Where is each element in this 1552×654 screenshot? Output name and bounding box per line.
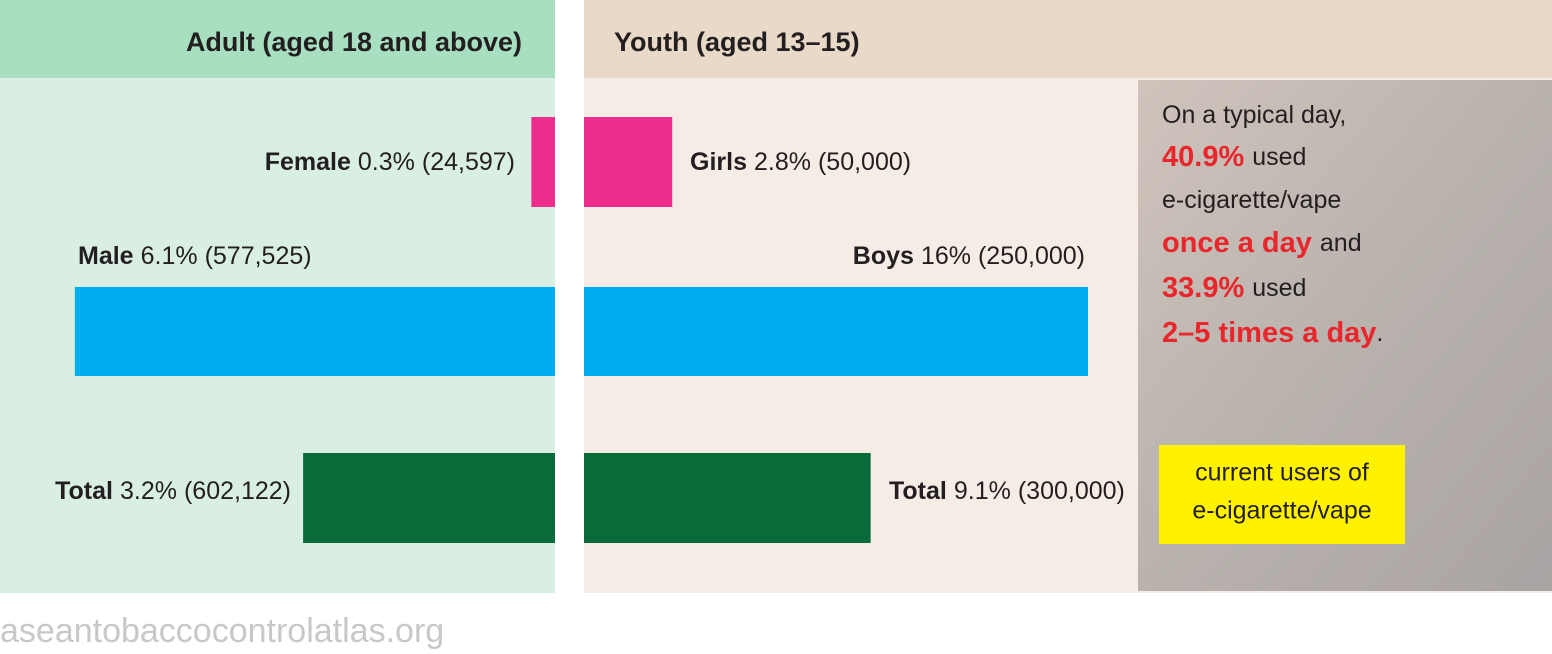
footer: aseantobaccocontrolatlas.org <box>0 612 444 650</box>
count-label: (24,597) <box>422 148 515 176</box>
category-label: Female <box>265 148 351 176</box>
bar-label: Girls 2.8% (50,000) <box>690 148 911 176</box>
count-label: (577,525) <box>205 242 312 270</box>
category-label: Boys <box>853 242 914 270</box>
bar <box>584 453 871 543</box>
callout-highlight: 40.9% <box>1162 141 1244 173</box>
legend-box <box>1159 445 1405 544</box>
value-label: 3.2% <box>120 477 177 505</box>
panel-title: Adult (aged 18 and above) <box>186 27 522 57</box>
youth-header <box>584 0 1552 78</box>
bar-label: Female 0.3% (24,597) <box>265 148 515 176</box>
panel-title: Youth (aged 13–15) <box>614 27 860 57</box>
value-label: 9.1% <box>954 477 1011 505</box>
count-label: (602,122) <box>184 477 291 505</box>
bar-label: Total 3.2% (602,122) <box>55 477 291 505</box>
count-label: (50,000) <box>818 148 911 176</box>
value-label: 6.1% <box>141 242 198 270</box>
category-label: Total <box>889 477 947 505</box>
bar-label: Male 6.1% (577,525) <box>78 242 312 270</box>
callout-line: used <box>1252 274 1306 302</box>
legend-text: current users of <box>1195 459 1369 487</box>
value-label: 0.3% <box>358 148 415 176</box>
callout-text: On a typical day, 40.9% used e-cigarette/… <box>1162 101 1383 349</box>
category-label: Girls <box>690 148 747 176</box>
value-label: 16% <box>921 242 971 270</box>
adult-header <box>0 0 555 78</box>
bar <box>303 453 555 543</box>
count-label: (250,000) <box>978 242 1085 270</box>
callout-line: and <box>1320 229 1362 257</box>
callout-line: used <box>1252 143 1306 171</box>
callout-highlight: 2–5 times a day <box>1162 317 1376 349</box>
bar <box>584 287 1088 376</box>
callout-line: . <box>1376 319 1383 347</box>
callout-highlight: 33.9% <box>1162 272 1244 304</box>
callout-line: e-cigarette/vape <box>1162 186 1341 214</box>
callout-line: On a typical day, <box>1162 101 1346 129</box>
bar <box>531 117 555 207</box>
value-label: 2.8% <box>754 148 811 176</box>
category-label: Total <box>55 477 113 505</box>
bar <box>74 287 555 376</box>
callout-highlight: once a day <box>1162 227 1312 259</box>
bar-label: Total 9.1% (300,000) <box>889 477 1125 505</box>
bar-label: Boys 16% (250,000) <box>853 242 1085 270</box>
legend-text: e-cigarette/vape <box>1192 497 1371 525</box>
category-label: Male <box>78 242 134 270</box>
count-label: (300,000) <box>1018 477 1125 505</box>
bar <box>584 117 673 207</box>
